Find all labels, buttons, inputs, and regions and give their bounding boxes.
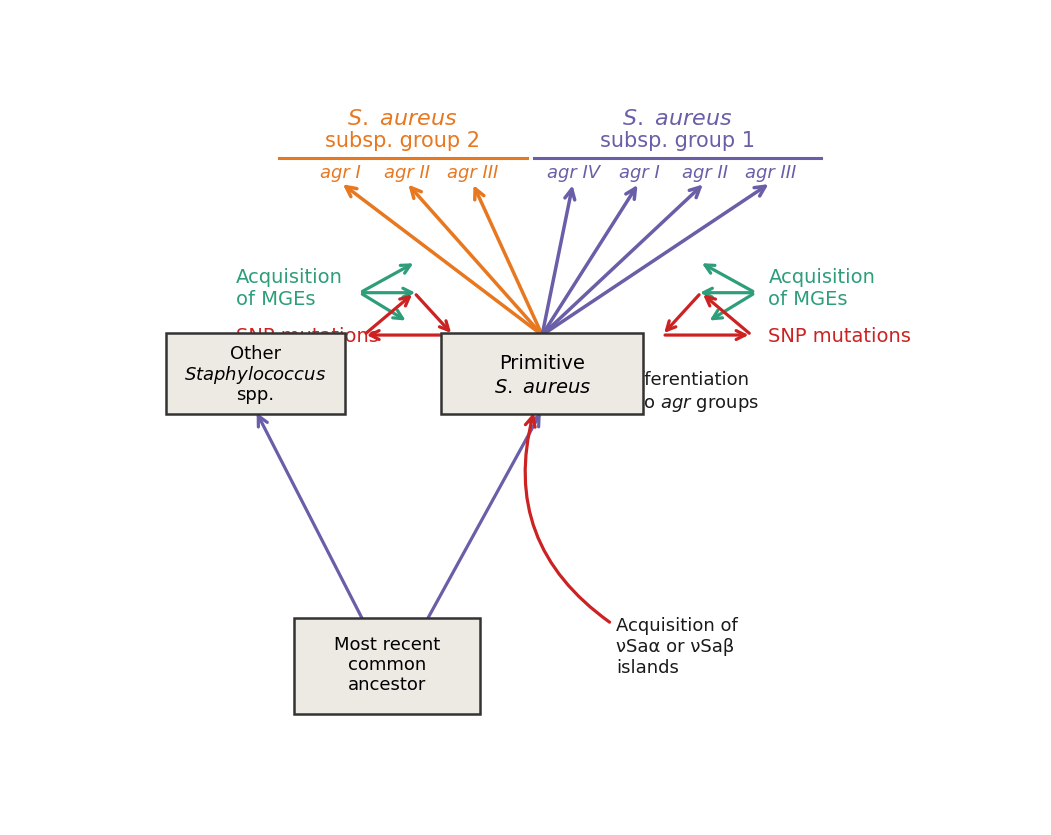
FancyArrowPatch shape xyxy=(706,296,749,333)
FancyArrowPatch shape xyxy=(544,187,700,333)
Text: SNP mutations: SNP mutations xyxy=(768,327,911,346)
FancyBboxPatch shape xyxy=(166,333,345,414)
Text: Differentiation
into $agr$ groups: Differentiation into $agr$ groups xyxy=(620,372,759,414)
FancyArrowPatch shape xyxy=(544,186,765,333)
FancyArrowPatch shape xyxy=(363,294,403,319)
Text: agr I: agr I xyxy=(619,164,659,182)
Text: SNP mutations: SNP mutations xyxy=(236,327,378,346)
Text: Other: Other xyxy=(230,346,281,363)
Text: ancestor: ancestor xyxy=(348,676,427,695)
FancyBboxPatch shape xyxy=(441,333,643,414)
FancyArrowPatch shape xyxy=(366,296,410,333)
Text: common: common xyxy=(348,655,427,674)
Text: Primitive: Primitive xyxy=(499,354,585,373)
Text: agr III: agr III xyxy=(447,164,498,182)
Text: agr II: agr II xyxy=(384,164,430,182)
FancyArrowPatch shape xyxy=(416,295,449,331)
FancyArrowPatch shape xyxy=(666,295,699,331)
FancyArrowPatch shape xyxy=(346,186,540,333)
Text: subsp. group 1: subsp. group 1 xyxy=(600,131,756,151)
Text: agr II: agr II xyxy=(682,164,728,182)
Text: Acquisition
of MGEs: Acquisition of MGEs xyxy=(768,268,875,309)
FancyArrowPatch shape xyxy=(703,288,753,297)
FancyArrowPatch shape xyxy=(411,188,540,333)
FancyArrowPatch shape xyxy=(363,288,412,297)
FancyArrowPatch shape xyxy=(259,416,363,620)
Text: $S.\ aureus$: $S.\ aureus$ xyxy=(622,109,733,129)
Text: Acquisition
of MGEs: Acquisition of MGEs xyxy=(236,268,343,309)
FancyArrowPatch shape xyxy=(665,331,745,340)
FancyArrowPatch shape xyxy=(370,331,450,340)
Text: agr I: agr I xyxy=(321,164,360,182)
FancyArrowPatch shape xyxy=(526,417,610,622)
FancyArrowPatch shape xyxy=(475,189,541,332)
Text: agr IV: agr IV xyxy=(547,164,600,182)
FancyArrowPatch shape xyxy=(705,265,753,291)
FancyArrowPatch shape xyxy=(427,416,539,620)
Text: $Staphylococcus$: $Staphylococcus$ xyxy=(184,364,327,386)
Text: Most recent: Most recent xyxy=(334,635,440,654)
Text: agr III: agr III xyxy=(745,164,797,182)
Text: Acquisition of
νSaα or νSaβ
islands: Acquisition of νSaα or νSaβ islands xyxy=(616,617,738,676)
FancyArrowPatch shape xyxy=(543,188,636,332)
FancyArrowPatch shape xyxy=(542,189,575,332)
Text: $S.\ aureus$: $S.\ aureus$ xyxy=(494,378,591,397)
FancyArrowPatch shape xyxy=(713,294,753,319)
Text: $S.\ aureus$: $S.\ aureus$ xyxy=(347,109,458,129)
FancyArrowPatch shape xyxy=(363,265,410,291)
Text: spp.: spp. xyxy=(236,386,274,404)
FancyBboxPatch shape xyxy=(294,618,480,714)
Text: subsp. group 2: subsp. group 2 xyxy=(325,131,480,151)
